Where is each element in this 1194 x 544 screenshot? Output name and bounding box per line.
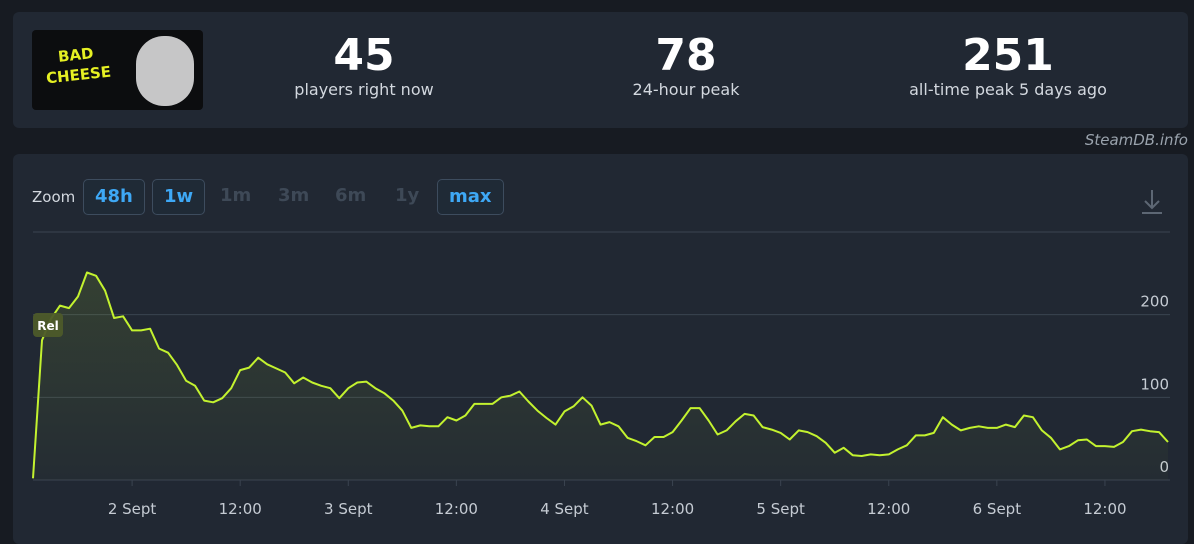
- annotation-flag: [33, 313, 63, 337]
- watermark: SteamDB.info: [1084, 131, 1188, 149]
- x-tick-label: 12:00: [435, 500, 478, 518]
- download-icon[interactable]: [1142, 190, 1162, 214]
- x-tick-label: 3 Sept: [324, 500, 373, 518]
- stat-label: all-time peak 5 days ago: [909, 80, 1107, 99]
- x-tick-label: 12:00: [1083, 500, 1126, 518]
- zoom-button[interactable]: 1w: [152, 179, 206, 215]
- line: [32, 271, 1169, 479]
- y-tick-label: 200: [1140, 293, 1169, 311]
- stat-value: 78: [655, 30, 717, 81]
- stat-value: 45: [333, 30, 395, 81]
- zoom-button: 6m: [335, 185, 367, 206]
- zoom-button: 1m: [220, 185, 252, 206]
- stat-value: 251: [962, 30, 1054, 81]
- area: [33, 272, 1168, 480]
- stat-label: players right now: [294, 80, 434, 99]
- logo-art: [136, 36, 194, 106]
- stat: 251 all-time peak 5 days ago: [858, 30, 1158, 100]
- zoom-button[interactable]: max: [437, 179, 504, 215]
- y-tick-label: 100: [1140, 375, 1169, 393]
- x-tick-label: 6 Sept: [973, 500, 1022, 518]
- zoom-button[interactable]: 48h: [83, 179, 145, 215]
- stat: 78 24-hour peak: [536, 30, 836, 100]
- x-tick-label: 12:00: [219, 500, 262, 518]
- stat-label: 24-hour peak: [632, 80, 740, 99]
- x-tick-label: 2 Sept: [108, 500, 157, 518]
- x-tick-label: 5 Sept: [756, 500, 805, 518]
- zoom-button: 1y: [395, 185, 420, 206]
- x-tick-label: 4 Sept: [540, 500, 589, 518]
- game-logo: BAD CHEESE: [32, 30, 203, 110]
- annotation: Rel: [37, 319, 59, 333]
- x-tick-label: 12:00: [651, 500, 694, 518]
- stats-panel: BAD CHEESE 45 players right now 78 24-hour…: [13, 12, 1188, 128]
- x-tick-label: 12:00: [867, 500, 910, 518]
- zoom-button: 3m: [278, 185, 310, 206]
- zoom-label: Zoom: [32, 188, 76, 206]
- stat: 45 players right now: [214, 30, 514, 100]
